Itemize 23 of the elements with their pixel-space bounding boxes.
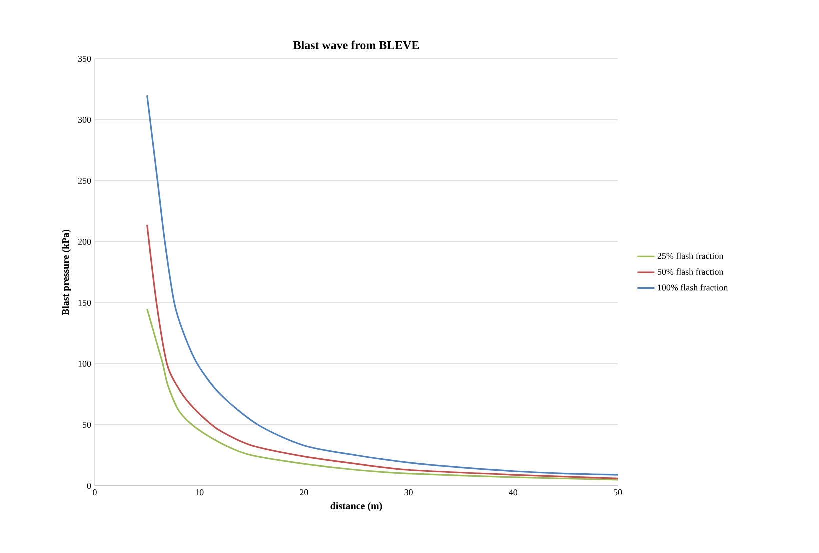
legend-label: 100% flash fraction <box>658 284 728 291</box>
x-tick-label: 50 <box>614 490 622 496</box>
y-tick-label: 0 <box>87 482 92 490</box>
y-tick-label: 150 <box>78 300 92 306</box>
y-tick-label: 50 <box>83 422 92 428</box>
x-tick-label: 0 <box>93 490 97 496</box>
y-tick-label: 200 <box>78 238 92 246</box>
legend-label: 50% flash fraction <box>658 268 724 276</box>
chart-title: Blast wave from BLEVE <box>294 40 420 50</box>
x-tick-label: 10 <box>196 490 204 496</box>
legend-label: 25% flash fraction <box>658 252 724 260</box>
y-tick-label: 300 <box>78 116 92 124</box>
y-tick-label: 250 <box>78 178 92 184</box>
x-tick-label: 30 <box>404 490 413 496</box>
y-tick-label: 100 <box>78 360 92 368</box>
y-axis-title: Blast pressure (kPa) <box>62 230 72 316</box>
line-series <box>146 224 619 480</box>
x-tick-label: 20 <box>300 490 308 496</box>
x-axis-title: distance (m) <box>330 502 382 512</box>
x-tick-label: 40 <box>509 490 518 496</box>
line-series <box>146 94 619 476</box>
y-tick-label: 350 <box>78 56 92 62</box>
line-series <box>146 308 619 481</box>
